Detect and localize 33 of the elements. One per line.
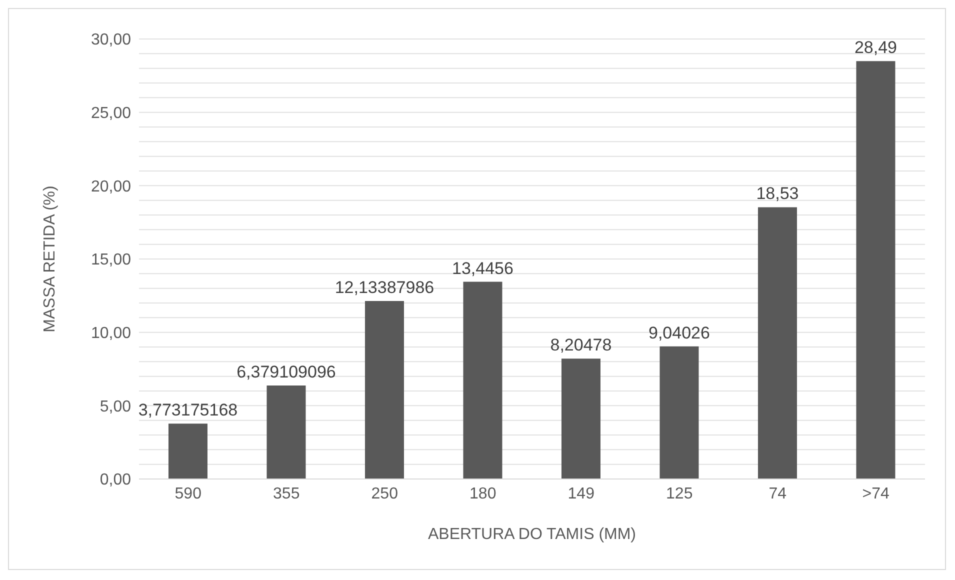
x-axis-title: ABERTURA DO TAMIS (MM): [428, 526, 636, 543]
data-label: 6,379109096: [236, 362, 336, 382]
bar: [463, 282, 502, 479]
bar: [266, 385, 306, 479]
bar: [758, 207, 797, 479]
bar: [168, 424, 208, 479]
bar: [856, 61, 896, 479]
data-label: 12,13387986: [334, 278, 434, 298]
x-tick-label: 180: [470, 485, 496, 502]
y-tick-label: 25,00: [90, 105, 132, 122]
bar: [660, 346, 699, 479]
data-label: 8,20478: [550, 336, 612, 355]
y-tick-label: 5,00: [100, 398, 132, 416]
y-axis-title: MASSA RETIDA (%): [42, 186, 59, 332]
x-tick-label: 250: [371, 485, 398, 502]
y-tick-label: 0,00: [100, 472, 132, 489]
bar: [364, 301, 404, 479]
data-label: 13,4456: [452, 258, 514, 278]
y-tick-label: 20,00: [90, 178, 132, 196]
y-tick-label: 30,00: [90, 32, 132, 49]
data-label: 18,53: [756, 184, 799, 204]
y-tick-label: 15,00: [90, 252, 132, 269]
x-tick-label: 355: [273, 485, 300, 502]
bar: [561, 358, 600, 479]
x-tick-label: 74: [768, 485, 787, 502]
data-label: 9,04026: [648, 323, 710, 342]
x-tick-label: 125: [666, 485, 693, 502]
y-tick-label: 10,00: [90, 325, 132, 342]
data-label: 3,773175168: [138, 400, 238, 420]
x-tick-label: 149: [568, 485, 595, 502]
x-tick-label: >74: [862, 485, 890, 502]
x-tick-label: 590: [174, 485, 202, 502]
data-label: 28,49: [854, 38, 897, 58]
